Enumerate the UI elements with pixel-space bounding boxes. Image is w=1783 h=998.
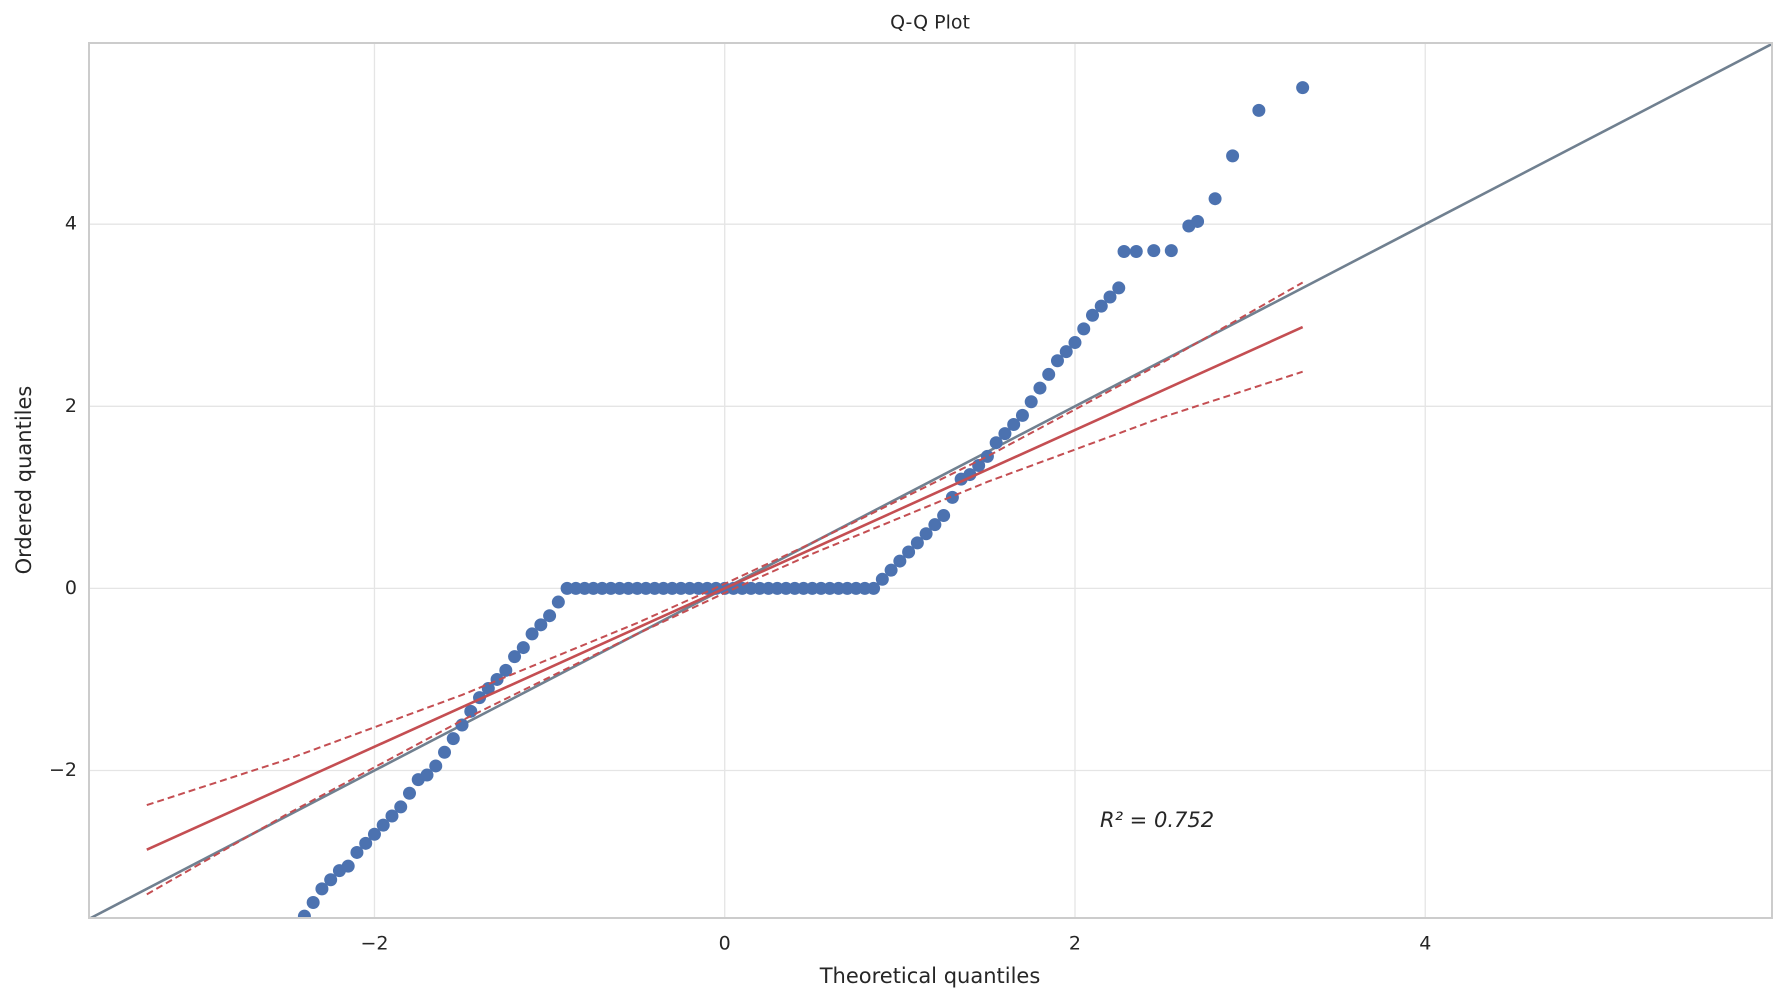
y-tick-label: 0 — [65, 577, 77, 599]
point — [297, 909, 311, 918]
plot-area — [89, 43, 1772, 918]
point — [1226, 149, 1240, 163]
x-tick-label: −2 — [360, 933, 388, 955]
point — [429, 759, 443, 773]
point — [306, 896, 320, 910]
point — [1208, 192, 1222, 206]
y-tick-label: −2 — [49, 759, 77, 781]
x-tick-label: 0 — [719, 933, 731, 955]
point — [367, 827, 381, 841]
point — [875, 572, 889, 586]
point — [1059, 345, 1073, 359]
point — [1007, 418, 1021, 432]
chart-title: Q-Q Plot — [890, 12, 970, 34]
point — [919, 527, 933, 541]
point — [1033, 381, 1047, 395]
point — [1085, 308, 1099, 322]
point — [1077, 322, 1091, 336]
point — [1112, 281, 1126, 295]
point — [455, 718, 469, 732]
y-axis-label: Ordered quantiles — [12, 386, 36, 575]
point — [1050, 354, 1064, 368]
point — [376, 818, 390, 832]
line — [146, 370, 1303, 896]
point — [1296, 81, 1310, 95]
point — [499, 663, 513, 677]
point — [315, 882, 329, 896]
point — [867, 581, 881, 595]
point — [1164, 244, 1178, 258]
point — [402, 786, 416, 800]
point — [1024, 395, 1038, 409]
point — [980, 449, 994, 463]
point — [1103, 290, 1117, 304]
y-tick-label: 4 — [65, 213, 77, 235]
point — [1042, 367, 1056, 381]
point — [525, 627, 539, 641]
point — [516, 641, 530, 655]
line — [89, 43, 1772, 918]
point — [937, 509, 951, 523]
point — [928, 518, 942, 532]
point — [910, 536, 924, 550]
x-axis-label: Theoretical quantiles — [819, 964, 1041, 988]
point — [508, 650, 522, 664]
point — [464, 704, 478, 718]
line — [146, 281, 1304, 807]
point — [998, 427, 1012, 441]
line — [146, 325, 1304, 851]
point — [884, 563, 898, 577]
point — [1015, 408, 1029, 422]
point — [1147, 244, 1161, 258]
point — [420, 768, 434, 782]
y-tick-label: 2 — [65, 395, 77, 417]
point — [1094, 299, 1108, 313]
point — [359, 836, 373, 850]
point — [543, 609, 557, 623]
point — [1252, 103, 1266, 117]
point — [324, 873, 338, 887]
point — [902, 545, 916, 559]
point — [1129, 245, 1143, 259]
point — [385, 809, 399, 823]
point — [350, 845, 364, 859]
point — [438, 745, 452, 759]
annotation: R² = 0.752 — [1100, 808, 1214, 832]
x-tick-label: 2 — [1069, 933, 1081, 955]
point — [394, 800, 408, 814]
point — [1191, 214, 1205, 228]
point — [1117, 245, 1131, 259]
point — [1068, 336, 1082, 350]
point — [551, 595, 565, 609]
x-tick-label: 4 — [1419, 933, 1431, 955]
point — [989, 436, 1003, 450]
point — [341, 859, 355, 873]
point — [446, 732, 460, 746]
point — [534, 618, 548, 632]
point — [893, 554, 907, 568]
axes-frame — [88, 42, 1773, 919]
